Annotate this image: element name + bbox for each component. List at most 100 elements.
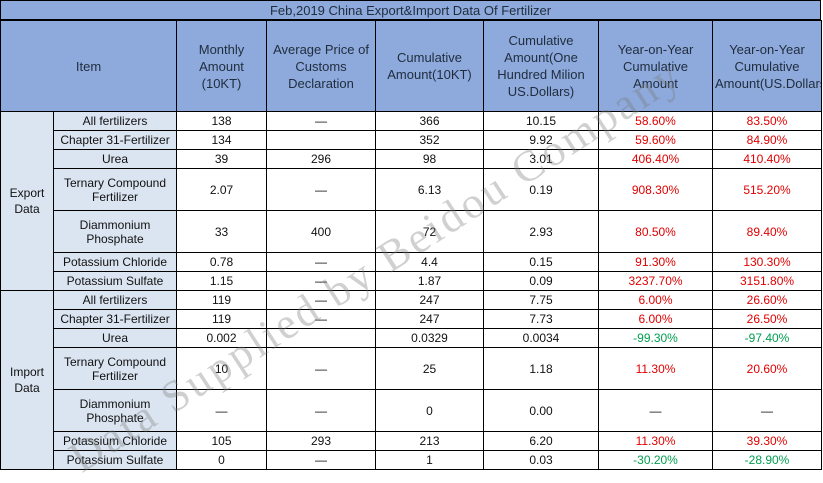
cumulative-usd-cell: 0.0034 [483, 328, 600, 348]
yoy-cell: 91.30% [598, 252, 714, 272]
yoy-cell: 406.40% [598, 149, 714, 169]
price-cell: — [266, 290, 377, 310]
item-cell: Urea [52, 149, 178, 169]
export-group-label: Export Data [0, 111, 54, 291]
cumulative-cell: 352 [375, 130, 485, 150]
header-yoy-amount: Year-on-Year Cumulative Amount [598, 20, 714, 112]
price-cell: 400 [266, 210, 377, 253]
header-yoy-usd: Year-on-Year Cumulative Amount(US.Dollar… [712, 20, 823, 112]
price-cell [266, 130, 377, 150]
item-cell: Potassium Sulfate [52, 450, 178, 470]
cumulative-usd-cell: 1.18 [483, 347, 600, 390]
price-cell [266, 328, 377, 348]
cumulative-cell: 213 [375, 431, 485, 451]
monthly-cell: 134 [176, 130, 268, 150]
cumulative-cell: 0.0329 [375, 328, 485, 348]
price-cell: — [266, 252, 377, 272]
yoy-cell: -30.20% [598, 450, 714, 470]
monthly-cell: 33 [176, 210, 268, 253]
monthly-cell: 10 [176, 347, 268, 390]
table-title: Feb,2019 China Export&Import Data Of Fer… [0, 0, 821, 20]
monthly-cell: 2.07 [176, 168, 268, 211]
monthly-cell: 138 [176, 111, 268, 131]
cumulative-usd-cell: 0.15 [483, 252, 600, 272]
table-row: Export Data All fertilizers 138—366 10.15 58… [0, 111, 823, 291]
yoy-usd-cell: 89.40% [712, 210, 823, 253]
table-row: Diammonium Phosphate — —0 0.00— — [1, 389, 823, 432]
yoy-usd-cell: 84.90% [712, 130, 823, 150]
cumulative-cell: 247 [375, 290, 485, 310]
cumulative-usd-cell: 7.75 [483, 290, 600, 310]
table-row: Potassium Sulfate 1.15—1.87 0.09 3237.70% 31… [1, 271, 823, 291]
table-row: Urea 39 296 98 3.01 406.40% 410.40% [1, 149, 823, 169]
monthly-cell: 119 [176, 309, 268, 329]
yoy-usd-cell: 26.50% [712, 309, 823, 329]
yoy-usd-cell: 130.30% [712, 252, 823, 272]
price-cell: — [266, 271, 377, 291]
cumulative-usd-cell: 6.20 [483, 431, 600, 451]
yoy-cell: 59.60% [598, 130, 714, 150]
yoy-usd-cell: 26.60% [712, 290, 823, 310]
cumulative-usd-cell: 0.00 [483, 389, 600, 432]
monthly-cell: 119 [176, 290, 268, 310]
item-cell: All fertilizers [52, 290, 178, 310]
yoy-cell: -99.30% [598, 328, 714, 348]
cumulative-cell: 72 [375, 210, 485, 253]
table-row: Potassium Sulfate 0—1 0.03 -30.20% -28.90% [1, 450, 823, 470]
item-cell: Potassium Sulfate [52, 271, 178, 291]
table-body: Export Data All fertilizers 138—366 10.15 58… [0, 111, 823, 470]
yoy-usd-cell: 3151.80% [712, 271, 823, 291]
price-cell: — [266, 450, 377, 470]
table-row: Import Data All fertilizers 119—247 7.75 6.0… [0, 290, 823, 470]
header-item: Item [0, 20, 178, 112]
yoy-cell: 58.60% [598, 111, 714, 131]
item-cell: Diammonium Phosphate [52, 210, 178, 253]
table-row: Urea 0.002 0.0329 0.0034 -99.30% -97.40% [1, 328, 823, 348]
item-cell: Chapter 31-Fertilizer [52, 309, 178, 329]
table-row: Ternary Compound Fertilizer 2.07—6.13 0.19… [1, 168, 823, 211]
monthly-cell: 0.78 [176, 252, 268, 272]
yoy-usd-cell: — [712, 389, 823, 432]
cumulative-cell: 366 [375, 111, 485, 131]
item-cell: Ternary Compound Fertilizer [52, 168, 178, 211]
table-row: Diammonium Phosphate 33 400 72 2.93 80.50% 89.… [1, 210, 823, 253]
price-cell: 296 [266, 149, 377, 169]
item-cell: Potassium Chloride [52, 252, 178, 272]
header-cumulative-amount: Cumulative Amount(10KT) [375, 20, 485, 112]
item-cell: All fertilizers [52, 111, 178, 131]
price-cell: — [266, 168, 377, 211]
item-cell: Diammonium Phosphate [52, 389, 178, 432]
yoy-usd-cell: -28.90% [712, 450, 823, 470]
item-cell: Chapter 31-Fertilizer [52, 130, 178, 150]
price-cell: — [266, 347, 377, 390]
yoy-cell: 11.30% [598, 347, 714, 390]
yoy-usd-cell: 20.60% [712, 347, 823, 390]
yoy-cell: 11.30% [598, 431, 714, 451]
table-row: Potassium Chloride 105 293 213 6.20 11.30% 39.… [1, 431, 823, 451]
yoy-cell: — [598, 389, 714, 432]
header-monthly-amount: Monthly Amount (10KT) [176, 20, 268, 112]
yoy-cell: 6.00% [598, 290, 714, 310]
monthly-cell: 105 [176, 431, 268, 451]
cumulative-cell: 4.4 [375, 252, 485, 272]
item-cell: Urea [52, 328, 178, 348]
table-row: Chapter 31-Fertilizer 119—247 7.73 6.00% 26.… [1, 309, 823, 329]
fertilizer-data-table: Item Monthly Amount (10KT) Average Price… [0, 20, 823, 470]
monthly-cell: — [176, 389, 268, 432]
cumulative-usd-cell: 10.15 [483, 111, 600, 131]
cumulative-usd-cell: 7.73 [483, 309, 600, 329]
cumulative-cell: 1.87 [375, 271, 485, 291]
price-cell: — [266, 111, 377, 131]
cumulative-usd-cell: 0.19 [483, 168, 600, 211]
yoy-usd-cell: 83.50% [712, 111, 823, 131]
monthly-cell: 0.002 [176, 328, 268, 348]
table-row: Chapter 31-Fertilizer 134 352 9.92 59.60% 84.… [1, 130, 823, 150]
yoy-usd-cell: -97.40% [712, 328, 823, 348]
yoy-usd-cell: 410.40% [712, 149, 823, 169]
import-group-label: Import Data [0, 290, 54, 470]
table-row: Ternary Compound Fertilizer 10—25 1.18 11.3… [1, 347, 823, 390]
yoy-usd-cell: 39.30% [712, 431, 823, 451]
monthly-cell: 0 [176, 450, 268, 470]
yoy-cell: 908.30% [598, 168, 714, 211]
cumulative-cell: 1 [375, 450, 485, 470]
